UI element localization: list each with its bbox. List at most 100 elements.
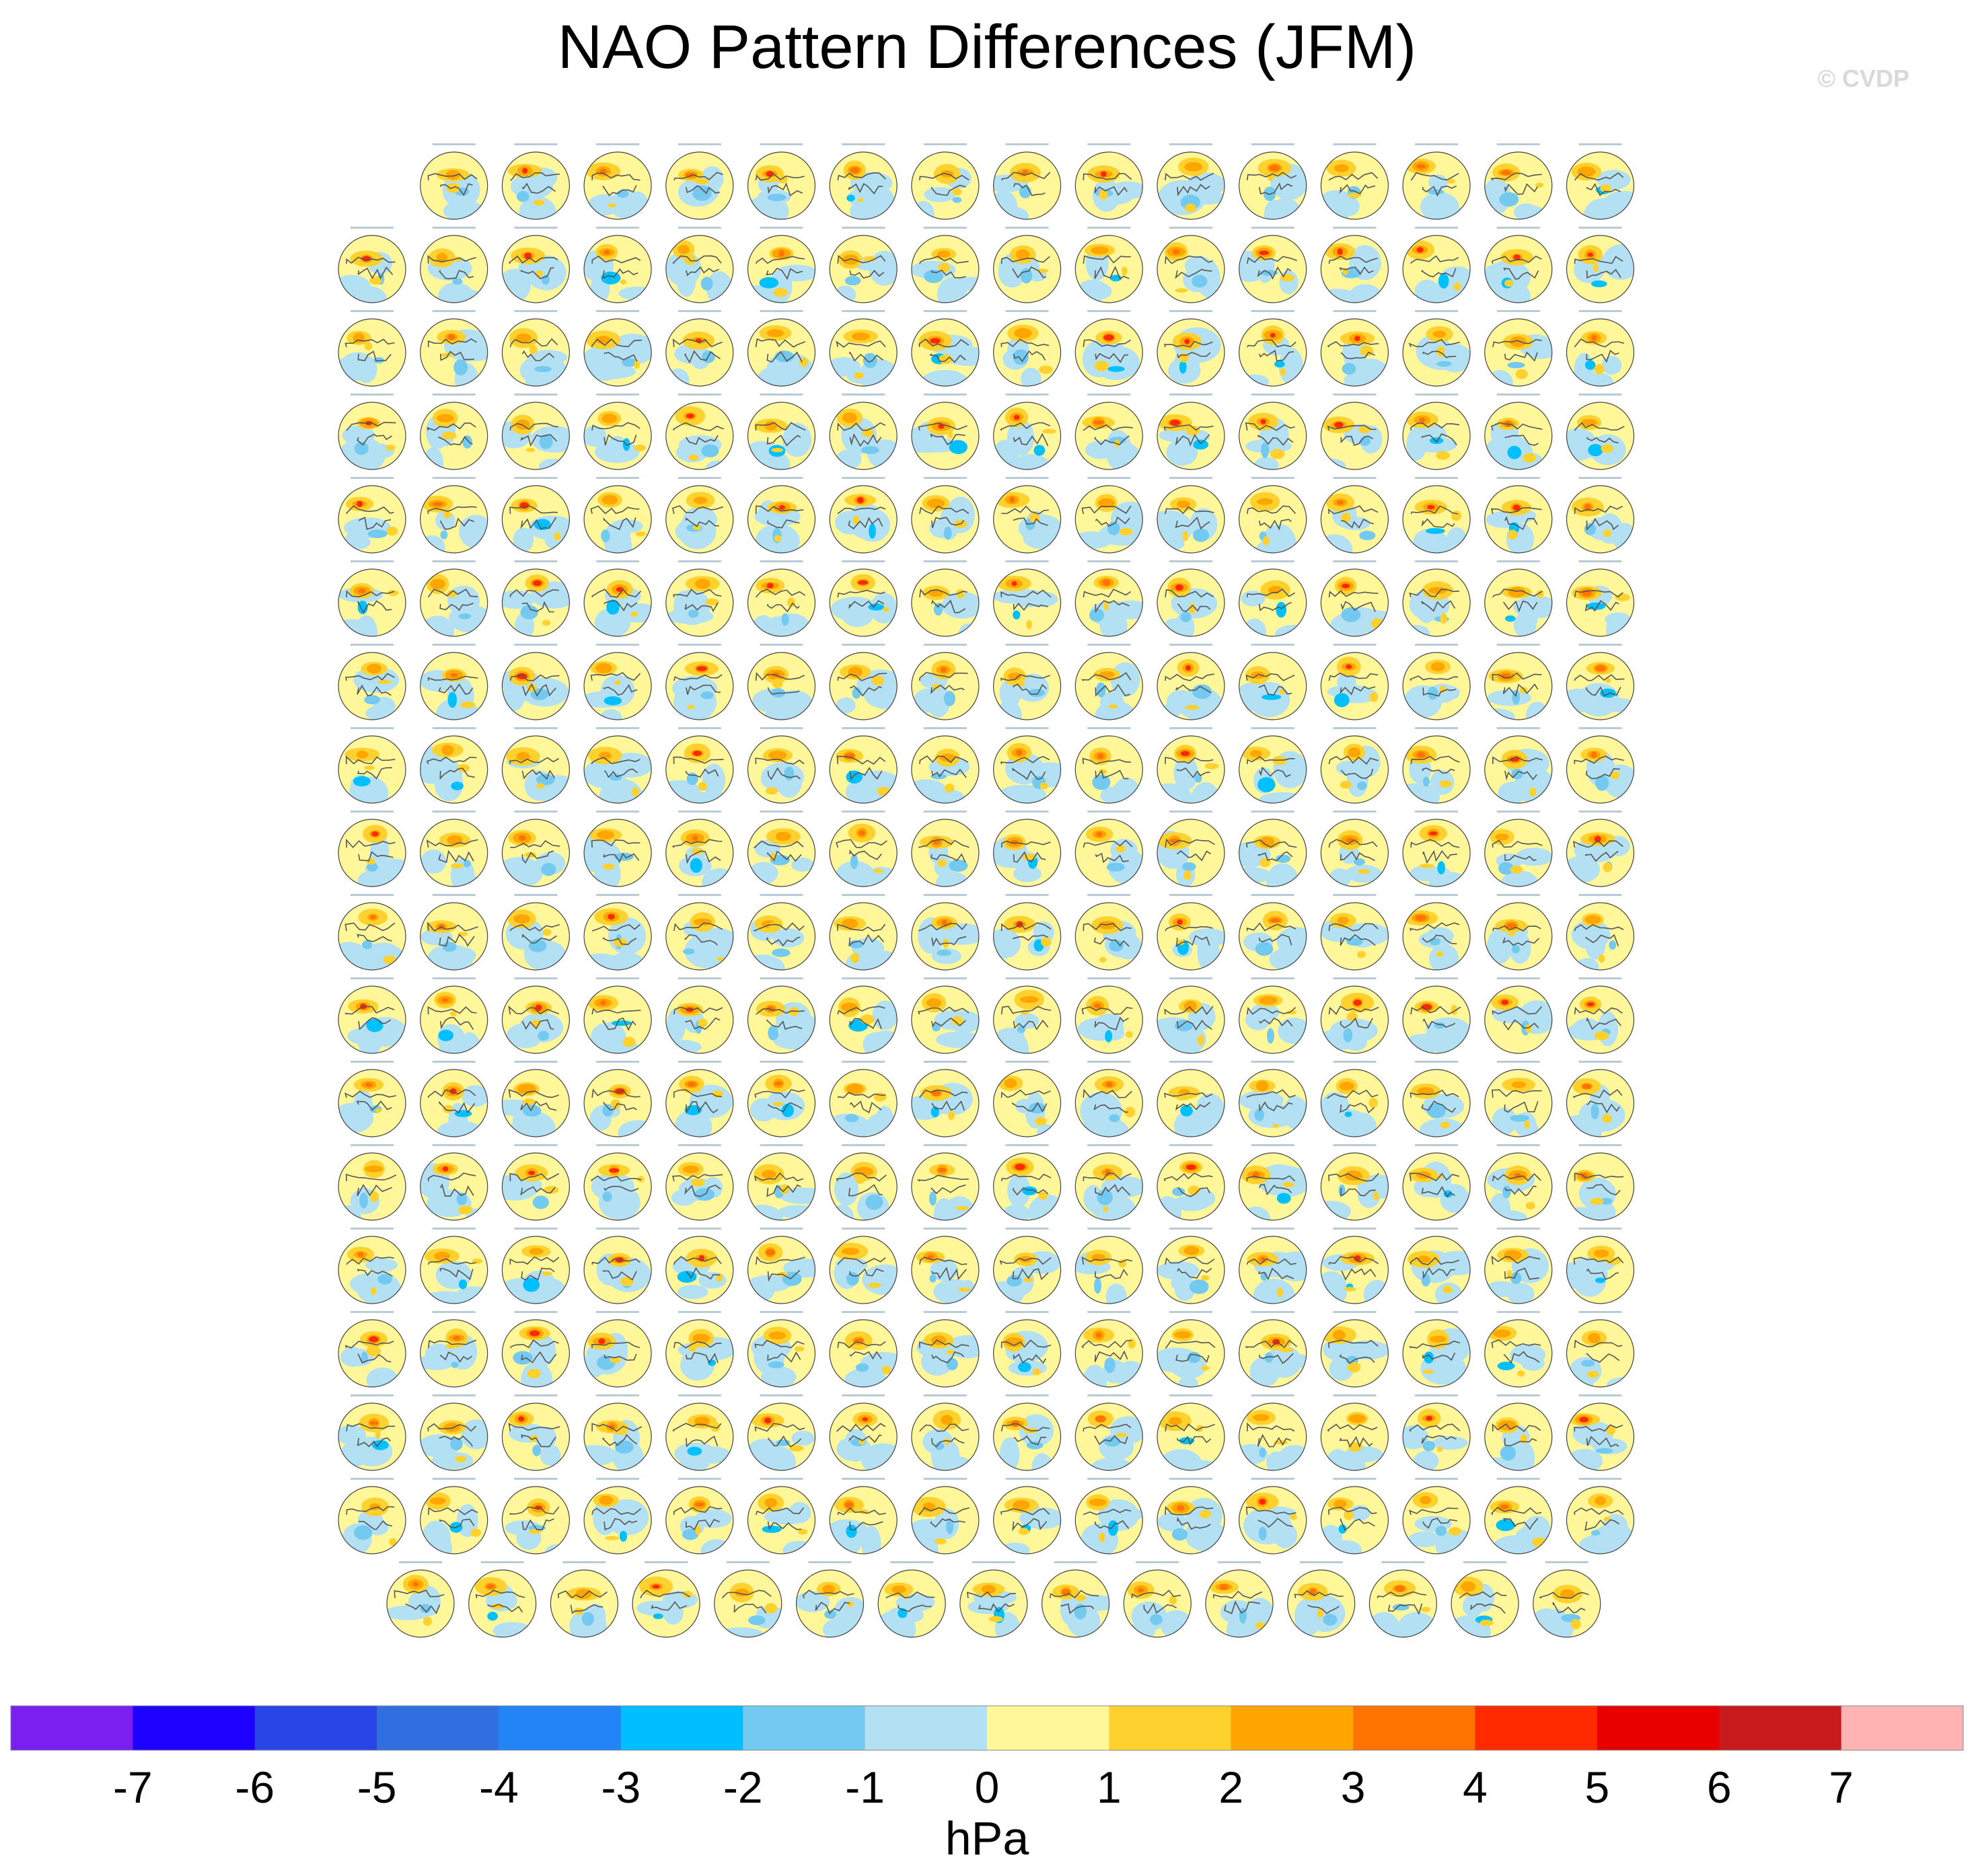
map-panel	[583, 1394, 652, 1471]
map-panel	[501, 477, 571, 554]
map-panel	[1484, 977, 1553, 1054]
map-panel	[829, 977, 898, 1054]
map-panel	[1239, 310, 1307, 387]
panel-caption	[1169, 1144, 1212, 1146]
panel-caption	[514, 393, 558, 396]
map-panel	[911, 1394, 980, 1471]
map-panel	[665, 143, 734, 220]
map-panel	[1566, 393, 1635, 470]
map-panel	[992, 644, 1062, 720]
panel-caption	[432, 1144, 476, 1146]
panel-caption	[351, 1478, 394, 1480]
map-panel	[829, 393, 898, 470]
panel-caption	[842, 1144, 885, 1146]
colorbar-tick-label: -3	[601, 1762, 641, 1812]
map-panel	[1368, 1561, 1437, 1638]
map-panel	[992, 1394, 1062, 1471]
map-panel	[1239, 977, 1307, 1054]
map-panel	[1074, 143, 1143, 220]
map-panel	[1402, 644, 1471, 720]
map-panel	[1157, 894, 1225, 971]
panel-caption	[842, 1061, 885, 1063]
map-panel	[338, 1478, 406, 1554]
map-panel	[420, 477, 488, 554]
panel-caption	[432, 310, 476, 312]
panel-caption	[1578, 560, 1622, 562]
map-panel	[420, 393, 488, 470]
map-panel	[1484, 644, 1553, 720]
panel-caption	[923, 1061, 967, 1063]
panel-caption	[1496, 894, 1540, 896]
map-panel	[1239, 1228, 1307, 1304]
panel-caption	[923, 1228, 967, 1230]
map-panel	[1566, 1311, 1635, 1388]
map-panel	[1320, 1311, 1389, 1388]
panel-caption	[351, 393, 394, 396]
panel-caption	[1578, 894, 1622, 896]
panel-caption	[1578, 727, 1622, 729]
panel-caption	[1415, 1394, 1459, 1396]
map-panel	[665, 1478, 734, 1554]
map-panel	[1157, 477, 1225, 554]
map-panel	[992, 1228, 1062, 1304]
colorbar-tick-label: -7	[113, 1762, 153, 1812]
panel-caption	[596, 1228, 640, 1230]
map-panel	[665, 227, 734, 303]
map-panel	[1484, 560, 1553, 637]
panel-caption	[760, 644, 803, 646]
map-panel	[583, 560, 652, 637]
map-panel	[911, 393, 980, 470]
panel-caption	[432, 727, 476, 729]
panel-caption	[1333, 477, 1377, 479]
panel-caption	[596, 977, 640, 979]
map-panel	[911, 310, 980, 387]
map-panel	[1402, 811, 1471, 887]
map-panel	[1239, 1311, 1307, 1388]
map-panel	[1074, 894, 1143, 971]
panel-caption	[1087, 1228, 1131, 1230]
map-panel	[992, 811, 1062, 887]
map-panel	[1484, 1478, 1553, 1554]
map-panel	[1157, 1478, 1225, 1554]
map-panel	[1402, 1061, 1471, 1137]
map-panel	[501, 977, 571, 1054]
panel-caption	[678, 1478, 721, 1480]
map-panel	[665, 1144, 734, 1221]
map-panel	[1157, 811, 1225, 887]
panel-caption	[1169, 977, 1212, 979]
map-panel	[1402, 977, 1471, 1054]
map-panel	[583, 393, 652, 470]
panel-caption	[351, 727, 394, 729]
map-panel	[1320, 310, 1389, 387]
panel-caption	[678, 1394, 721, 1396]
map-panel	[1074, 644, 1143, 720]
panel-caption	[760, 477, 803, 479]
panel-caption	[842, 811, 885, 813]
panel-caption	[1415, 393, 1459, 396]
map-panel	[1157, 227, 1225, 303]
panel-caption	[351, 1144, 394, 1146]
map-panel	[338, 477, 406, 554]
map-panel	[1157, 1061, 1225, 1137]
map-panel	[665, 560, 734, 637]
map-panel	[1402, 1228, 1471, 1304]
panel-caption	[1087, 1311, 1131, 1313]
map-panel	[992, 477, 1062, 554]
panel-caption	[1333, 1144, 1377, 1146]
map-panel	[1484, 1061, 1553, 1137]
panel-caption	[1054, 1561, 1097, 1563]
map-panel	[386, 1561, 455, 1638]
map-panel	[1320, 1478, 1389, 1554]
panel-caption	[432, 477, 476, 479]
map-panel	[1239, 811, 1307, 887]
map-panel	[1484, 1311, 1553, 1388]
panel-caption	[1415, 1478, 1459, 1480]
map-panel	[911, 1144, 980, 1221]
panel-caption	[432, 894, 476, 896]
panel-caption	[923, 811, 967, 813]
map-panel	[501, 1061, 571, 1137]
map-panel	[747, 644, 816, 720]
map-panel	[911, 143, 980, 220]
map-panel	[1157, 393, 1225, 470]
map-panel	[1402, 727, 1471, 804]
